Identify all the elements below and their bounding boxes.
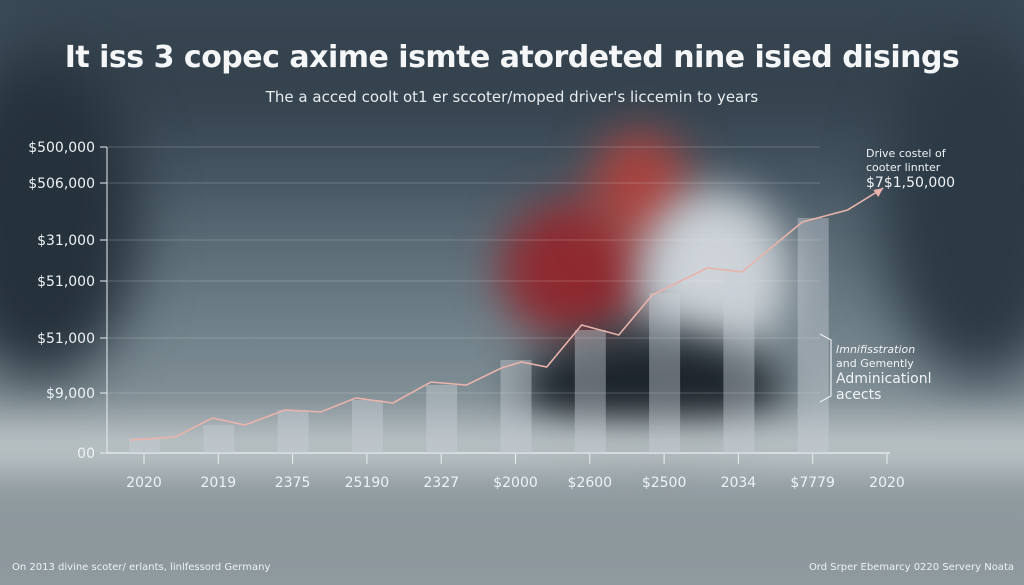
x-tick-label: $2600 — [568, 475, 613, 491]
annotation-line: Adminicationl — [836, 371, 932, 387]
y-tick-label: $500,000 — [28, 140, 95, 156]
bar — [797, 217, 829, 453]
bracket-icon — [819, 333, 832, 403]
bar — [129, 438, 160, 453]
footer-source: On 2013 divine scoter/ erlants, linlfess… — [12, 562, 271, 573]
x-tick-label: $7779 — [790, 475, 835, 491]
x-tick-label: 2327 — [423, 475, 459, 491]
annotation-line: Imnifisstration — [836, 343, 916, 356]
annotation-line: acects — [836, 387, 882, 403]
x-tick-label: 2020 — [869, 475, 905, 491]
x-tick-label: 2034 — [721, 475, 757, 491]
chart-subtitle: The a acced coolt ot1 er sccoter/moped d… — [265, 88, 759, 106]
bracket-annotation: Imnifisstration and Gemently Adminicatio… — [836, 343, 932, 403]
top-annotation: Drive costel of cooter linnter $7$1,50,0… — [866, 147, 955, 190]
bar — [426, 385, 458, 453]
annotation-line: Drive costel of — [866, 147, 946, 160]
bar — [351, 400, 383, 453]
x-tick-label: 2375 — [275, 475, 311, 491]
y-tick-label: $9,000 — [46, 386, 95, 402]
y-tick-label: $506,000 — [28, 176, 95, 192]
x-tick-label: 2019 — [200, 475, 236, 491]
y-tick-label: $51,000 — [37, 331, 95, 347]
y-tick-label: $51,000 — [37, 274, 95, 290]
trend-line — [129, 187, 884, 441]
arrow-head-icon — [873, 188, 884, 198]
x-tick-label: 2020 — [126, 475, 162, 491]
footer-note: Ord Srper Ebemarcy 0220 Servery Noata — [808, 562, 1014, 573]
y-tick-label: $31,000 — [37, 233, 95, 249]
x-tick-label: $2000 — [493, 475, 538, 491]
bar — [723, 267, 755, 453]
y-tick-label: 00 — [77, 446, 95, 462]
annotation-value: $7$1,50,000 — [866, 175, 956, 191]
bar — [500, 359, 532, 453]
chart-title: It iss 3 copec axime ismte atordeted nin… — [64, 40, 960, 75]
x-tick-label: $2500 — [642, 475, 687, 491]
bar — [277, 410, 309, 453]
bar — [574, 329, 606, 453]
x-tick-label: 25190 — [345, 475, 390, 491]
annotation-line: cooter linnter — [866, 161, 941, 174]
bar — [649, 293, 681, 453]
annotation-line: and Gemently — [836, 357, 914, 370]
bar — [203, 425, 235, 453]
